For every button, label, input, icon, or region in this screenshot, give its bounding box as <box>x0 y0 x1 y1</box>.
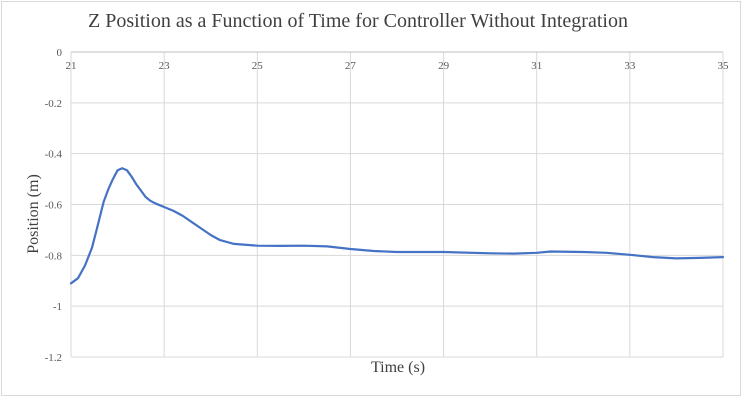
chart-frame <box>1 1 741 396</box>
y-tick-label: -0.4 <box>45 149 63 161</box>
y-tick-label: -0.2 <box>45 98 62 110</box>
x-tick-label: 27 <box>345 60 357 72</box>
y-tick-label: -1 <box>53 301 62 313</box>
x-tick-label: 35 <box>718 60 730 72</box>
x-tick-labels: 21 23 25 27 29 31 33 35 <box>66 60 730 72</box>
x-tick-label: 25 <box>252 60 264 72</box>
y-tick-label: 0 <box>57 47 63 59</box>
gridlines <box>70 51 724 358</box>
y-tick-labels: 0 -0.2 -0.4 -0.6 -0.8 -1 -1.2 <box>45 47 63 364</box>
x-tick-label: 29 <box>438 60 450 72</box>
chart-title: Z Position as a Function of Time for Con… <box>88 10 628 32</box>
x-tick-label: 21 <box>66 60 77 72</box>
x-tick-label: 23 <box>159 60 171 72</box>
x-axis-label: Time (s) <box>370 359 426 376</box>
series-line <box>69 167 725 285</box>
x-tick-label: 33 <box>624 60 636 72</box>
y-tick-label: -0.8 <box>45 250 63 262</box>
series-lines <box>69 167 725 285</box>
y-tick-label: -0.6 <box>45 200 63 212</box>
x-tick-label: 31 <box>531 60 542 72</box>
y-tick-label: -1.2 <box>45 352 62 364</box>
